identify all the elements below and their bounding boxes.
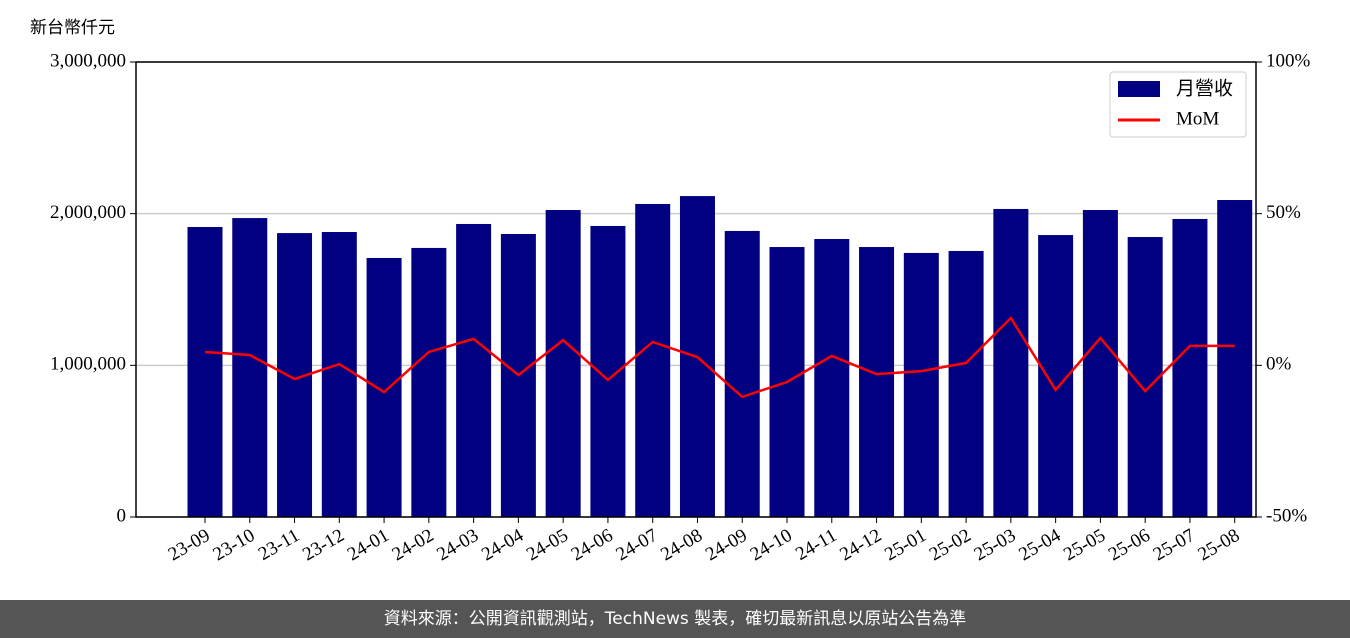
legend-swatch xyxy=(1118,81,1160,97)
bar xyxy=(590,225,626,517)
chart: 新台幣仟元 0 1,000,000 2,000,000 3,000,000 -50% 0%… xyxy=(30,18,1311,566)
y-axis-label: 新台幣仟元 xyxy=(30,18,115,38)
y-tick-label: 0 xyxy=(117,505,127,526)
x-tick-label: 23-11 xyxy=(255,525,303,565)
bar xyxy=(993,208,1029,517)
bar xyxy=(814,238,850,517)
bar xyxy=(321,232,357,518)
x-tick-label: 23-09 xyxy=(165,525,214,565)
bar xyxy=(724,230,760,517)
bar xyxy=(903,252,939,517)
x-tick-label: 24-09 xyxy=(702,525,751,565)
x-tick-label: 24-01 xyxy=(344,525,393,565)
x-tick-label: 25-06 xyxy=(1105,525,1154,565)
y2-tick-label: -50% xyxy=(1266,505,1307,526)
x-tick-label: 24-07 xyxy=(612,525,661,565)
x-tick-label: 24-02 xyxy=(389,525,438,565)
bar xyxy=(456,223,492,518)
x-tick-label: 25-04 xyxy=(1015,525,1064,566)
x-tick-label: 24-10 xyxy=(747,525,796,565)
x-tick-label: 24-06 xyxy=(568,525,617,565)
bar xyxy=(859,247,895,518)
bar xyxy=(232,218,268,517)
x-tick-label: 25-08 xyxy=(1195,525,1244,565)
y2-tick-label: 100% xyxy=(1266,50,1311,71)
x-tick-label: 25-03 xyxy=(971,525,1020,565)
y2-tick-label: 0% xyxy=(1266,354,1292,375)
x-tick-label: 25-01 xyxy=(881,525,930,565)
x-tick-label: 25-02 xyxy=(926,525,975,565)
bar xyxy=(545,210,581,517)
plot-frame xyxy=(135,61,1257,518)
x-tick-label: 24-04 xyxy=(478,525,527,566)
x-tick-label: 23-10 xyxy=(210,525,259,565)
y-tick-label: 1,000,000 xyxy=(50,354,126,375)
y-tick-label: 2,000,000 xyxy=(50,202,126,223)
x-tick-label: 24-11 xyxy=(792,525,840,565)
x-tick-label: 23-12 xyxy=(299,525,348,565)
y2-tick-label: 50% xyxy=(1266,202,1301,223)
x-tick-label: 24-05 xyxy=(523,525,572,565)
x-tick-label: 24-08 xyxy=(657,525,706,565)
y-tick-label: 3,000,000 xyxy=(50,50,126,71)
bar xyxy=(948,250,984,517)
bar xyxy=(411,247,447,517)
x-tick-label: 25-05 xyxy=(1060,525,1109,565)
x-tick-label: 25-07 xyxy=(1150,525,1199,565)
bar xyxy=(635,203,671,517)
legend-label: MoM xyxy=(1176,108,1219,129)
line xyxy=(204,316,1235,399)
bar xyxy=(366,257,402,517)
bar xyxy=(1172,218,1208,517)
bar xyxy=(187,227,223,517)
bar xyxy=(1082,210,1118,517)
x-tick-label: 24-03 xyxy=(433,525,482,565)
footer: 資料來源：公開資訊觀測站，TechNews 製表，確切最新訊息以原站公告為準 xyxy=(0,600,1350,638)
x-tick-label: 24-12 xyxy=(836,525,885,565)
legend-label: 月營收 xyxy=(1176,78,1233,100)
bar xyxy=(1217,200,1253,517)
